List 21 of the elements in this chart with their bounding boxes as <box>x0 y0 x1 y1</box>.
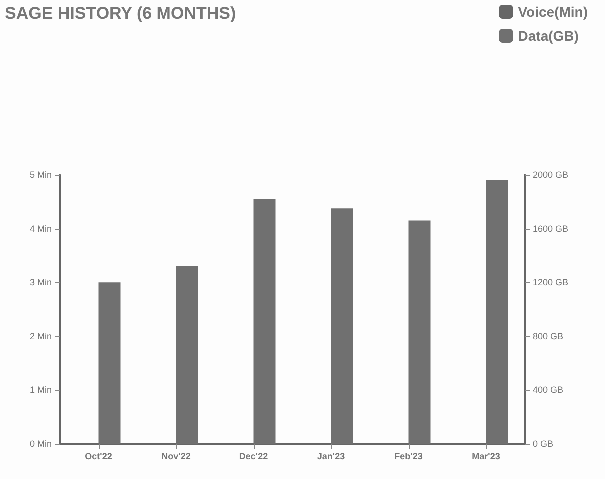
y2-tick-label: 2000 GB <box>533 170 569 180</box>
y-tick-label: 3 Min <box>30 278 52 288</box>
y2-tick-label: 0 GB <box>533 439 554 449</box>
x-tick-label: Feb'23 <box>394 452 423 462</box>
x-tick-label: Mar'23 <box>472 452 500 462</box>
y-tick-label: 1 Min <box>30 385 52 396</box>
legend-label: Data(GB) <box>518 28 579 44</box>
y-tick-label: 2 Min <box>30 331 52 342</box>
x-tick-label: Jan'23 <box>317 452 346 462</box>
y2-tick-label: 800 GB <box>533 331 564 342</box>
y-tick-label: 5 Min <box>30 170 52 180</box>
y-tick-label: 0 Min <box>30 439 52 449</box>
legend-label: Voice(Min) <box>518 4 588 20</box>
chart-title: SAGE HISTORY (6 MONTHS) <box>5 4 236 23</box>
x-tick-label: Nov'22 <box>162 452 191 462</box>
y-tick-label: 4 Min <box>30 224 52 234</box>
y2-tick-label: 1600 GB <box>533 224 569 234</box>
y2-tick-label: 1200 GB <box>533 278 569 288</box>
y2-tick-label: 400 GB <box>533 385 564 396</box>
x-tick-label: Oct'22 <box>85 452 112 462</box>
x-tick-label: Dec'22 <box>239 452 268 462</box>
